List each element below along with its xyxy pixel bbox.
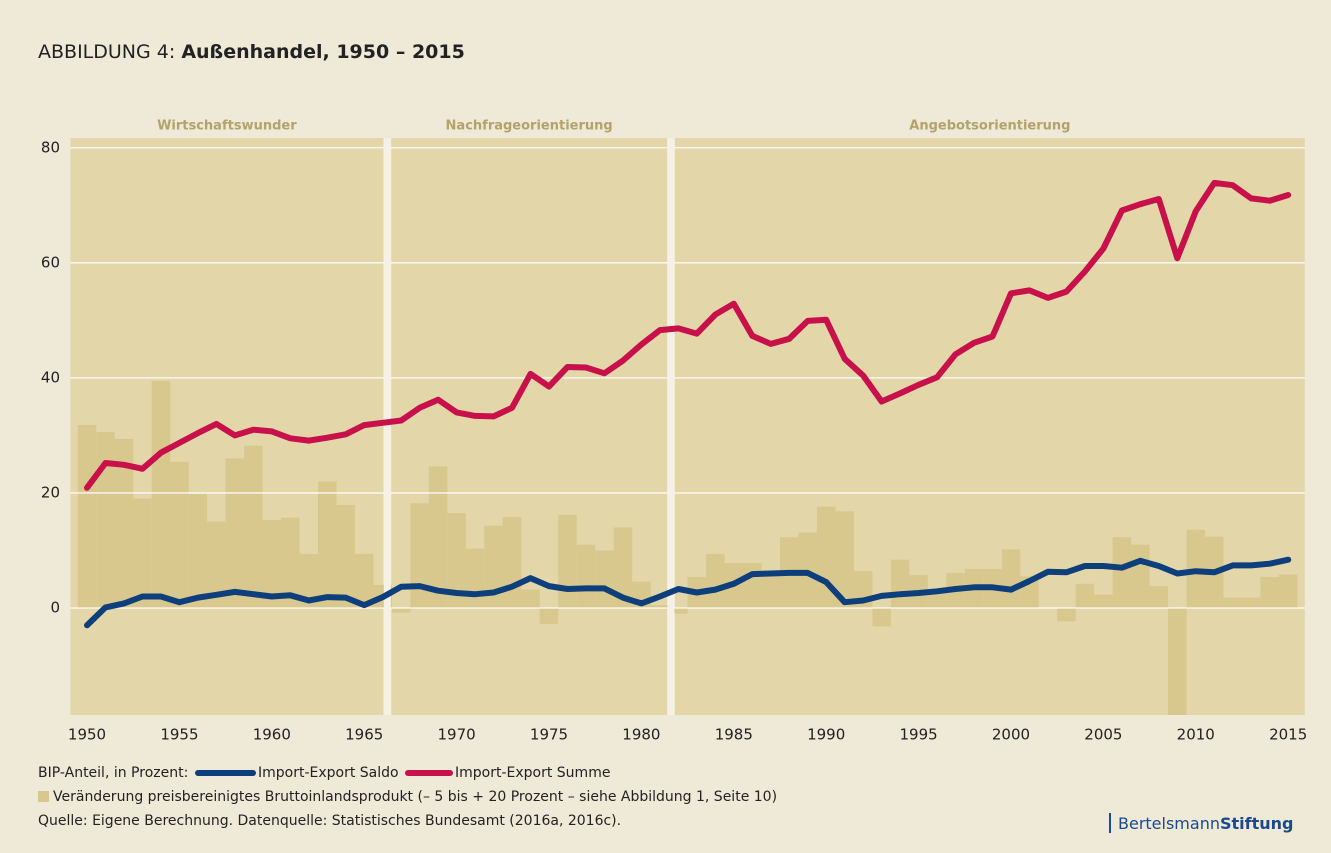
x-tick-label: 1995 (899, 726, 937, 744)
bar (539, 607, 559, 625)
bar (428, 466, 448, 608)
bar (1094, 594, 1113, 608)
y-tick-label: 40 (41, 368, 60, 386)
bar (502, 517, 522, 608)
x-tick-label: 1960 (253, 726, 291, 744)
bar (669, 607, 688, 614)
period-panel (674, 138, 1305, 715)
bar (188, 494, 208, 608)
x-tick-label: 1975 (530, 726, 568, 744)
legend-entry: Import-Export Summe (455, 765, 610, 781)
logo-first: Bertelsmann (1118, 814, 1220, 833)
x-tick-label: 2005 (1084, 726, 1122, 744)
bar (484, 525, 503, 608)
bar (521, 589, 540, 608)
period-label: Nachfrageorientierung (446, 119, 613, 134)
bar (77, 425, 97, 608)
plot: Wirtschaftswunder Nachfrageorientierung An… (41, 119, 1307, 744)
bar (706, 553, 725, 608)
bar (595, 550, 614, 608)
bar (1223, 597, 1242, 608)
bar (1149, 586, 1169, 608)
x-tick-label: 1980 (622, 726, 660, 744)
legend-swatch (38, 791, 49, 802)
x-tick-label: 1955 (160, 726, 198, 744)
bar (318, 481, 337, 608)
y-tick-label: 80 (41, 138, 60, 156)
period-label: Angebotsorientierung (909, 119, 1070, 134)
bar (133, 498, 152, 608)
bar (1241, 597, 1261, 608)
bar (1112, 537, 1132, 608)
y-tick-label: 20 (41, 483, 60, 501)
x-tick-label: 1985 (715, 726, 753, 744)
x-tick-label: 1990 (807, 726, 845, 744)
series-line (84, 179, 1292, 491)
x-tick-label: 2000 (992, 726, 1030, 744)
x-tick-label: 1950 (68, 726, 106, 744)
bar (410, 503, 429, 608)
bar (1278, 574, 1298, 608)
bar (391, 607, 411, 613)
bar (1075, 583, 1095, 608)
bar (872, 607, 891, 627)
y-tick-label: 60 (41, 253, 60, 271)
bar (114, 438, 134, 608)
bar (558, 514, 577, 608)
bar (743, 563, 762, 608)
bar (890, 559, 910, 608)
x-tick-label: 2015 (1269, 726, 1307, 744)
bar (761, 575, 780, 608)
bar (835, 511, 854, 608)
x-tick-label: 2010 (1177, 726, 1215, 744)
bar (225, 458, 245, 608)
x-tick-label: 1970 (438, 726, 476, 744)
bar (336, 505, 355, 608)
bar (262, 519, 282, 608)
bar (465, 548, 485, 608)
title-prefix: ABBILDUNG 4: (38, 41, 175, 63)
bar (299, 553, 319, 608)
bar (1001, 549, 1021, 608)
period-panel (391, 138, 667, 715)
bar (207, 521, 226, 608)
legend-entry: Veränderung preisbereinigtes Bruttoinlan… (53, 789, 777, 805)
logo: BertelsmannStiftung (1118, 814, 1293, 833)
bar (96, 431, 115, 608)
period-label: Wirtschaftswunder (157, 119, 297, 134)
bar (354, 553, 374, 608)
bar (170, 461, 189, 608)
bar (244, 445, 263, 608)
source: Quelle: Eigene Berechnung. Datenquelle: … (38, 813, 621, 829)
period-panel (70, 138, 384, 715)
bar (613, 527, 633, 608)
logo-second: Stiftung (1220, 814, 1294, 833)
chart-title: ABBILDUNG 4: Außenhandel, 1950 – 2015 (38, 41, 465, 63)
legend-entry: Import-Export Saldo (258, 765, 399, 781)
bar (576, 544, 596, 608)
y-tick-label: 0 (50, 598, 60, 616)
bar (1057, 607, 1076, 622)
series-line (84, 556, 1292, 629)
bar (447, 513, 466, 608)
legend-label: BIP-Anteil, in Prozent: (38, 765, 188, 781)
bar (650, 605, 670, 608)
bar (1131, 544, 1150, 608)
bar (1260, 576, 1279, 608)
bar (281, 517, 300, 608)
bar (151, 380, 171, 608)
bar (1168, 607, 1187, 715)
title-text: Außenhandel, 1950 – 2015 (181, 41, 465, 63)
x-tick-label: 1965 (345, 726, 383, 744)
